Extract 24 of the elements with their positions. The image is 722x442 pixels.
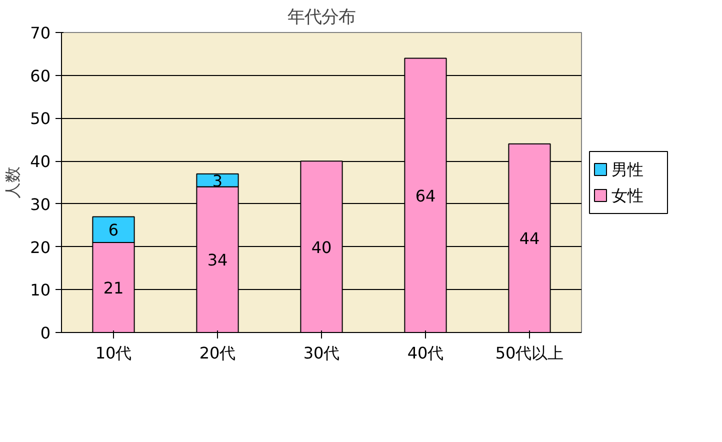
data-label: 3 — [212, 171, 223, 190]
y-axis-title: 人数 — [3, 166, 22, 198]
y-tick-label: 50 — [30, 109, 50, 128]
y-tick-label: 40 — [30, 152, 50, 172]
legend-label: 女性 — [612, 186, 644, 205]
y-tick-label: 60 — [30, 66, 50, 86]
x-tick-label: 50代以上 — [495, 344, 564, 362]
y-tick-label: 30 — [30, 194, 50, 214]
x-tick-label: 30代 — [303, 344, 340, 362]
data-label: 21 — [103, 278, 124, 298]
x-tick-label: 10代 — [95, 344, 132, 362]
data-label: 44 — [519, 229, 540, 248]
y-tick-label: 0 — [40, 324, 51, 342]
data-label: 40 — [311, 238, 332, 257]
y-tick-label: 10 — [30, 280, 50, 300]
data-label: 6 — [108, 220, 119, 240]
y-tick-label: 70 — [30, 24, 50, 42]
legend-label: 男性 — [612, 160, 644, 179]
data-label: 64 — [415, 186, 436, 206]
y-tick-label: 20 — [30, 238, 50, 257]
x-tick-label: 40代 — [407, 344, 444, 362]
x-tick-label: 20代 — [199, 344, 236, 362]
data-label: 34 — [207, 250, 228, 270]
chart-title: 年代分布 — [288, 8, 356, 28]
